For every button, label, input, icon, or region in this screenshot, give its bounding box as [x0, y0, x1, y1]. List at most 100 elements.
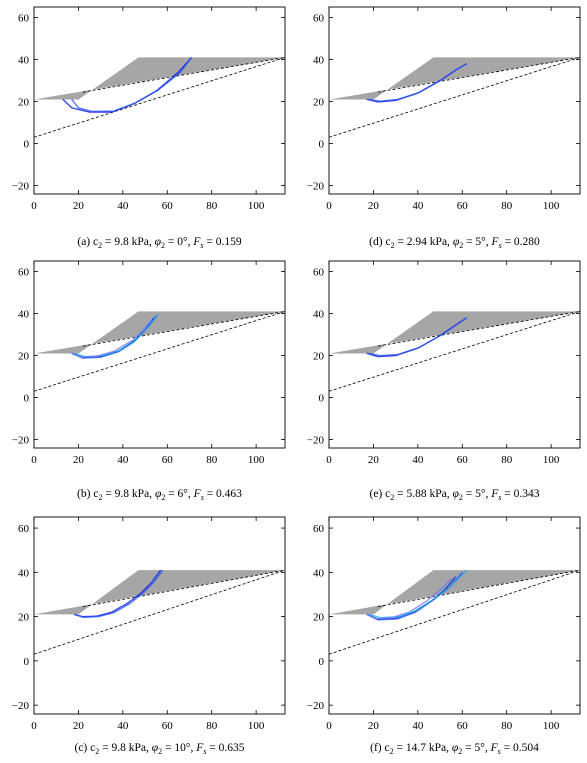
caption-part: s — [200, 241, 203, 250]
plot-frame — [328, 260, 581, 449]
caption-part: = 0.463 — [204, 488, 242, 500]
caption-part: F — [490, 488, 499, 500]
slip-surface-2 — [71, 57, 193, 113]
caption-part: = 2.94 kPa, — [395, 236, 453, 248]
dashed-line-2 — [82, 57, 285, 93]
caption-part: 2 — [458, 747, 462, 756]
x-tick-label: 80 — [206, 720, 218, 732]
y-tick-label: 0 — [319, 139, 325, 151]
caption-part: = 9.8 kPa, — [102, 488, 155, 500]
plot-area — [329, 569, 580, 661]
slope-body — [329, 570, 580, 661]
y-tick-label: −20 — [12, 435, 30, 447]
x-tick-label: 40 — [117, 454, 129, 466]
x-tick-label: 20 — [368, 454, 380, 466]
y-tick-label: −20 — [12, 700, 30, 712]
x-tick-label: 60 — [162, 454, 174, 466]
panel-caption: (c) c2 = 9.8 kPa, φ2 = 10°, Fs = 0.635 — [75, 742, 245, 756]
x-tick-label: 60 — [457, 200, 469, 212]
y-tick-label: −20 — [307, 181, 325, 193]
x-tick-label: 100 — [543, 720, 560, 732]
x-tick-label: 80 — [206, 454, 218, 466]
caption-part: = 0.159 — [204, 236, 242, 248]
caption-part: F — [195, 742, 204, 754]
x-tick-label: 100 — [248, 200, 265, 212]
y-tick-label: 20 — [313, 612, 325, 624]
caption-part: (b) c — [77, 488, 98, 500]
caption-part: 2 — [390, 747, 394, 756]
caption-part: s — [203, 747, 206, 756]
caption-part: 2 — [161, 493, 165, 502]
caption-part: = 5°, — [463, 236, 491, 248]
slope-body — [34, 311, 285, 398]
panel-caption: (e) c2 = 5.88 kPa, φ2 = 5°, Fs = 0.343 — [370, 488, 540, 502]
panel-caption: (b) c2 = 9.8 kPa, φ2 = 6°, Fs = 0.463 — [77, 488, 242, 502]
caption-part: φ — [152, 742, 159, 754]
x-tick-label: 80 — [206, 200, 218, 212]
y-tick-label: −20 — [307, 700, 325, 712]
slip-surface-4 — [71, 319, 153, 358]
x-tick-label: 100 — [248, 720, 265, 732]
plot-frame — [328, 516, 581, 715]
plot-frame — [33, 260, 286, 449]
plot-area — [34, 569, 285, 661]
caption-part: (f) c — [370, 742, 389, 754]
y-tick-label: 60 — [313, 523, 325, 535]
y-tick-label: 40 — [18, 55, 30, 67]
caption-part: s — [498, 747, 501, 756]
y-tick-label: −20 — [12, 181, 30, 193]
x-tick-label: 40 — [412, 720, 424, 732]
caption-part: φ — [155, 236, 162, 248]
x-tick-label: 80 — [501, 200, 513, 212]
y-tick-label: 20 — [18, 97, 30, 109]
x-tick-label: 20 — [73, 454, 85, 466]
caption-part: φ — [453, 488, 460, 500]
caption-part: = 0°, — [165, 236, 193, 248]
plot-frame — [33, 516, 286, 715]
slip-surface-2 — [368, 63, 468, 102]
caption-part: = 0.280 — [502, 236, 540, 248]
x-tick-label: 60 — [162, 720, 174, 732]
panel-caption: (a) c2 = 9.8 kPa, φ2 = 0°, Fs = 0.159 — [77, 236, 241, 250]
caption-part: φ — [452, 742, 459, 754]
x-tick-label: 100 — [543, 200, 560, 212]
caption-part: = 9.8 kPa, — [99, 742, 152, 754]
x-tick-label: 0 — [326, 200, 332, 212]
y-tick-label: −20 — [307, 435, 325, 447]
caption-part: = 0.635 — [206, 742, 244, 754]
dashed-line-2 — [377, 57, 580, 93]
caption-part: 2 — [459, 241, 463, 250]
y-tick-label: 20 — [18, 612, 30, 624]
y-tick-label: 40 — [313, 567, 325, 579]
y-tick-label: 40 — [313, 55, 325, 67]
x-tick-label: 40 — [117, 200, 129, 212]
x-tick-label: 80 — [501, 454, 513, 466]
plot-area — [34, 311, 285, 398]
y-tick-label: 0 — [24, 656, 30, 668]
caption-part: = 0.504 — [501, 742, 539, 754]
x-tick-label: 20 — [73, 720, 85, 732]
dashed-line-1 — [34, 569, 285, 655]
caption-part: φ — [155, 488, 162, 500]
caption-part: = 5°, — [463, 488, 491, 500]
dashed-line-2 — [377, 311, 580, 347]
caption-part: 2 — [459, 493, 463, 502]
y-tick-label: 60 — [313, 13, 325, 25]
x-tick-label: 0 — [31, 720, 37, 732]
plot-area — [329, 311, 580, 398]
caption-part: 2 — [158, 747, 162, 756]
dashed-line-1 — [34, 57, 285, 138]
x-tick-label: 20 — [368, 200, 380, 212]
x-tick-label: 0 — [31, 454, 37, 466]
x-tick-label: 20 — [368, 720, 380, 732]
caption-part: 2 — [95, 747, 99, 756]
x-tick-label: 80 — [501, 720, 513, 732]
caption-part: 2 — [98, 493, 102, 502]
slope-body — [329, 57, 580, 144]
caption-part: (e) c — [370, 488, 391, 500]
x-tick-label: 40 — [412, 454, 424, 466]
